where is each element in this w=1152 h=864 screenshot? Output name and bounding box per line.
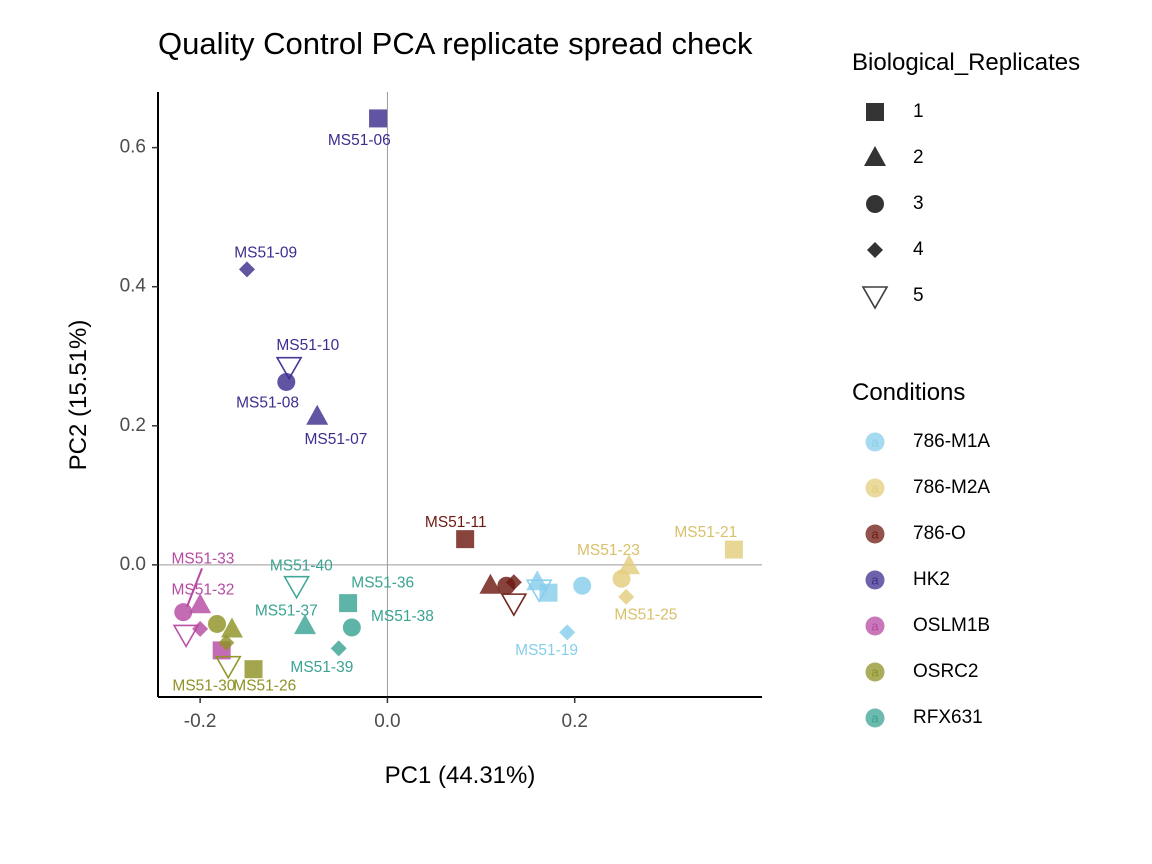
data-point — [342, 618, 361, 637]
data-point — [573, 576, 592, 595]
legend-shape-label: 5 — [913, 285, 924, 306]
color-legend-title: Conditions — [852, 379, 965, 406]
legend-color-key — [865, 524, 885, 544]
data-point — [559, 624, 576, 641]
legend-color-label: RFX631 — [913, 707, 983, 728]
point-label: MS51-32 — [171, 582, 234, 599]
point-label: MS51-36 — [351, 575, 414, 592]
data-point — [500, 593, 528, 617]
y-tick-label: 0.0 — [120, 554, 146, 575]
data-point — [339, 594, 358, 613]
x-axis-title: PC1 (44.31%) — [385, 762, 536, 789]
legend-shape-label: 1 — [913, 101, 924, 122]
legend-color-label: HK2 — [913, 569, 950, 590]
point-label: MS51-09 — [234, 244, 297, 261]
legend-color-label: OSRC2 — [913, 661, 978, 682]
axes: -0.2 0.0 0.2 0.0 0.2 0.4 0.6 — [120, 92, 762, 732]
legend-color-key-glyph: a — [871, 480, 879, 495]
data-point — [238, 261, 255, 278]
data-point — [214, 655, 242, 680]
y-axis-title: PC2 (15.51%) — [65, 320, 92, 471]
data-point — [192, 620, 209, 637]
legend-color-label: 786-O — [913, 523, 966, 544]
data-point — [277, 372, 296, 391]
point-label: MS51-10 — [276, 337, 339, 354]
point-label: MS51-37 — [255, 603, 318, 620]
chart-title: Quality Control PCA replicate spread che… — [158, 26, 753, 61]
data-point — [294, 614, 317, 635]
legend-color-key-glyph: a — [871, 710, 879, 725]
color-legend: Conditions a 786-M1A a 786-M2A a 786-O a HK2 a OS… — [852, 379, 990, 728]
point-label: MS51-30 — [172, 678, 235, 695]
legend-color-key — [865, 616, 885, 636]
legend-shape-key — [866, 195, 884, 213]
data-point — [172, 624, 200, 649]
y-tick-label: 0.2 — [120, 415, 146, 436]
legend-color-key — [865, 478, 885, 498]
data-point — [306, 404, 329, 425]
point-label: MS51-08 — [236, 395, 299, 412]
legend-color-key-glyph: a — [871, 618, 879, 633]
legend-shape-key — [866, 103, 884, 121]
point-label: MS51-07 — [304, 431, 367, 448]
legend-color-key-glyph: a — [871, 434, 879, 449]
data-point — [220, 617, 243, 638]
data-point — [330, 640, 347, 657]
legend-color-key — [865, 432, 885, 452]
shape-legend: Biological_Replicates 1 2 3 4 5 — [852, 49, 1080, 310]
data-point — [174, 603, 193, 622]
data-point — [525, 579, 553, 603]
data-point — [618, 554, 641, 575]
data-point — [618, 588, 635, 605]
data-point — [724, 540, 743, 559]
point-label: MS51-40 — [270, 557, 333, 574]
point-label: MS51-21 — [674, 524, 737, 541]
point-label: MS51-26 — [233, 678, 296, 695]
legend-shape-label: 2 — [913, 147, 924, 168]
shape-legend-title: Biological_Replicates — [852, 49, 1080, 76]
data-point — [244, 660, 263, 679]
legend-color-key-glyph: a — [871, 572, 879, 587]
data-point — [456, 530, 475, 549]
point-label: MS51-06 — [328, 132, 391, 149]
legend-shape-label: 3 — [913, 193, 924, 214]
label-leader-line — [186, 567, 203, 607]
data-point — [479, 573, 502, 594]
x-tick-label: 0.0 — [374, 711, 400, 732]
legend-color-key — [865, 570, 885, 590]
data-point — [369, 109, 388, 128]
legend-color-key — [865, 708, 885, 728]
data-point — [189, 593, 212, 614]
legend-shape-key — [864, 146, 886, 166]
legend-color-label: 786-M1A — [913, 431, 990, 452]
data-point — [505, 574, 522, 591]
legend-color-key-glyph: a — [871, 526, 879, 541]
point-label: MS51-11 — [425, 514, 487, 531]
point-label: MS51-33 — [171, 550, 234, 567]
legend-color-key-glyph: a — [871, 664, 879, 679]
point-label: MS51-38 — [371, 608, 434, 625]
data-point — [283, 575, 310, 600]
data-point — [207, 614, 226, 633]
legend-color-label: OSLM1B — [913, 615, 990, 636]
data-point — [218, 634, 235, 651]
data-point — [275, 356, 303, 381]
data-point — [612, 569, 631, 588]
y-tick-label: 0.6 — [120, 137, 146, 158]
legend-shape-label: 4 — [913, 239, 924, 260]
point-label: MS51-39 — [290, 659, 353, 676]
point-label: MS51-23 — [577, 542, 640, 559]
x-tick-label: 0.2 — [562, 711, 588, 732]
plot-area: MS51-06 MS51-09 MS51-10 MS51-08 MS51-07 MS51-… — [158, 92, 762, 697]
legend-color-label: 786-M2A — [913, 477, 990, 498]
y-tick-label: 0.4 — [120, 276, 147, 297]
point-label: MS51-19 — [515, 642, 578, 659]
x-tick-label: -0.2 — [184, 711, 217, 732]
legend-color-key — [865, 662, 885, 682]
legend-shape-key — [861, 286, 889, 310]
point-label: MS51-25 — [614, 607, 677, 624]
legend-shape-key — [867, 242, 883, 258]
